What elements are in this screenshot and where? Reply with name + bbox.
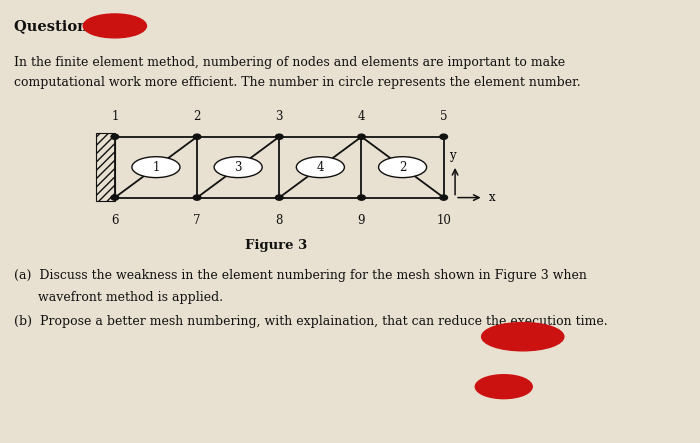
Text: 6: 6 — [111, 214, 118, 227]
Ellipse shape — [83, 14, 146, 38]
Text: 3: 3 — [276, 110, 283, 123]
Text: wavefront method is applied.: wavefront method is applied. — [14, 291, 223, 304]
Text: 2: 2 — [399, 161, 406, 174]
Ellipse shape — [379, 157, 426, 178]
Circle shape — [358, 195, 365, 200]
Text: 9: 9 — [358, 214, 365, 227]
Ellipse shape — [214, 157, 262, 178]
Text: 1: 1 — [153, 161, 160, 174]
Circle shape — [440, 195, 447, 200]
Circle shape — [111, 195, 118, 200]
Circle shape — [276, 195, 283, 200]
Circle shape — [276, 134, 283, 140]
Ellipse shape — [475, 375, 532, 399]
Text: 5: 5 — [440, 110, 447, 123]
Text: Figure 3: Figure 3 — [245, 239, 307, 252]
Text: computational work more efficient. The number in circle represents the element n: computational work more efficient. The n… — [14, 76, 580, 89]
Circle shape — [111, 134, 118, 140]
Ellipse shape — [482, 323, 564, 351]
Text: 1: 1 — [111, 110, 118, 123]
Text: 8: 8 — [276, 214, 283, 227]
Circle shape — [193, 134, 201, 140]
Text: 3: 3 — [234, 161, 242, 174]
Text: In the finite element method, numbering of nodes and elements are important to m: In the finite element method, numbering … — [14, 56, 565, 69]
Text: y: y — [449, 148, 455, 162]
Text: 10: 10 — [436, 214, 451, 227]
Text: 2: 2 — [193, 110, 201, 123]
Ellipse shape — [132, 157, 180, 178]
Ellipse shape — [296, 157, 344, 178]
Text: x: x — [489, 191, 495, 204]
Text: 7: 7 — [193, 214, 201, 227]
Text: (b)  Propose a better mesh numbering, with explaination, that can reduce the exe: (b) Propose a better mesh numbering, wit… — [14, 315, 608, 328]
Bar — [96, 133, 115, 201]
Text: 4: 4 — [316, 161, 324, 174]
Circle shape — [358, 134, 365, 140]
Text: (a)  Discuss the weakness in the element numbering for the mesh shown in Figure : (a) Discuss the weakness in the element … — [14, 269, 587, 282]
Text: Question 3: Question 3 — [14, 19, 103, 33]
Text: 4: 4 — [358, 110, 365, 123]
Circle shape — [193, 195, 201, 200]
Circle shape — [440, 134, 447, 140]
